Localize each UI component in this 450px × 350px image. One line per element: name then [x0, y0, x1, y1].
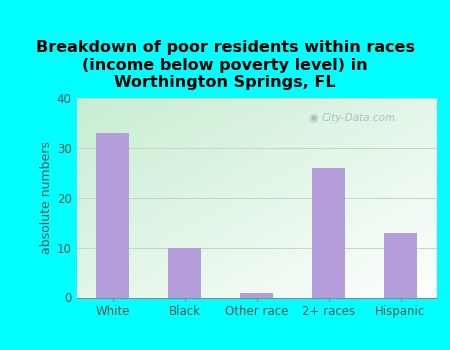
Bar	[96, 133, 129, 298]
Text: Breakdown of poor residents within races
(income below poverty level) in
Worthin: Breakdown of poor residents within races…	[36, 40, 414, 90]
Bar	[312, 168, 345, 298]
Text: City-Data.com: City-Data.com	[321, 113, 396, 123]
Bar	[168, 248, 201, 298]
Text: ◉: ◉	[309, 113, 319, 123]
Bar	[384, 233, 417, 298]
Bar	[240, 293, 273, 297]
Y-axis label: absolute numbers: absolute numbers	[40, 141, 53, 254]
